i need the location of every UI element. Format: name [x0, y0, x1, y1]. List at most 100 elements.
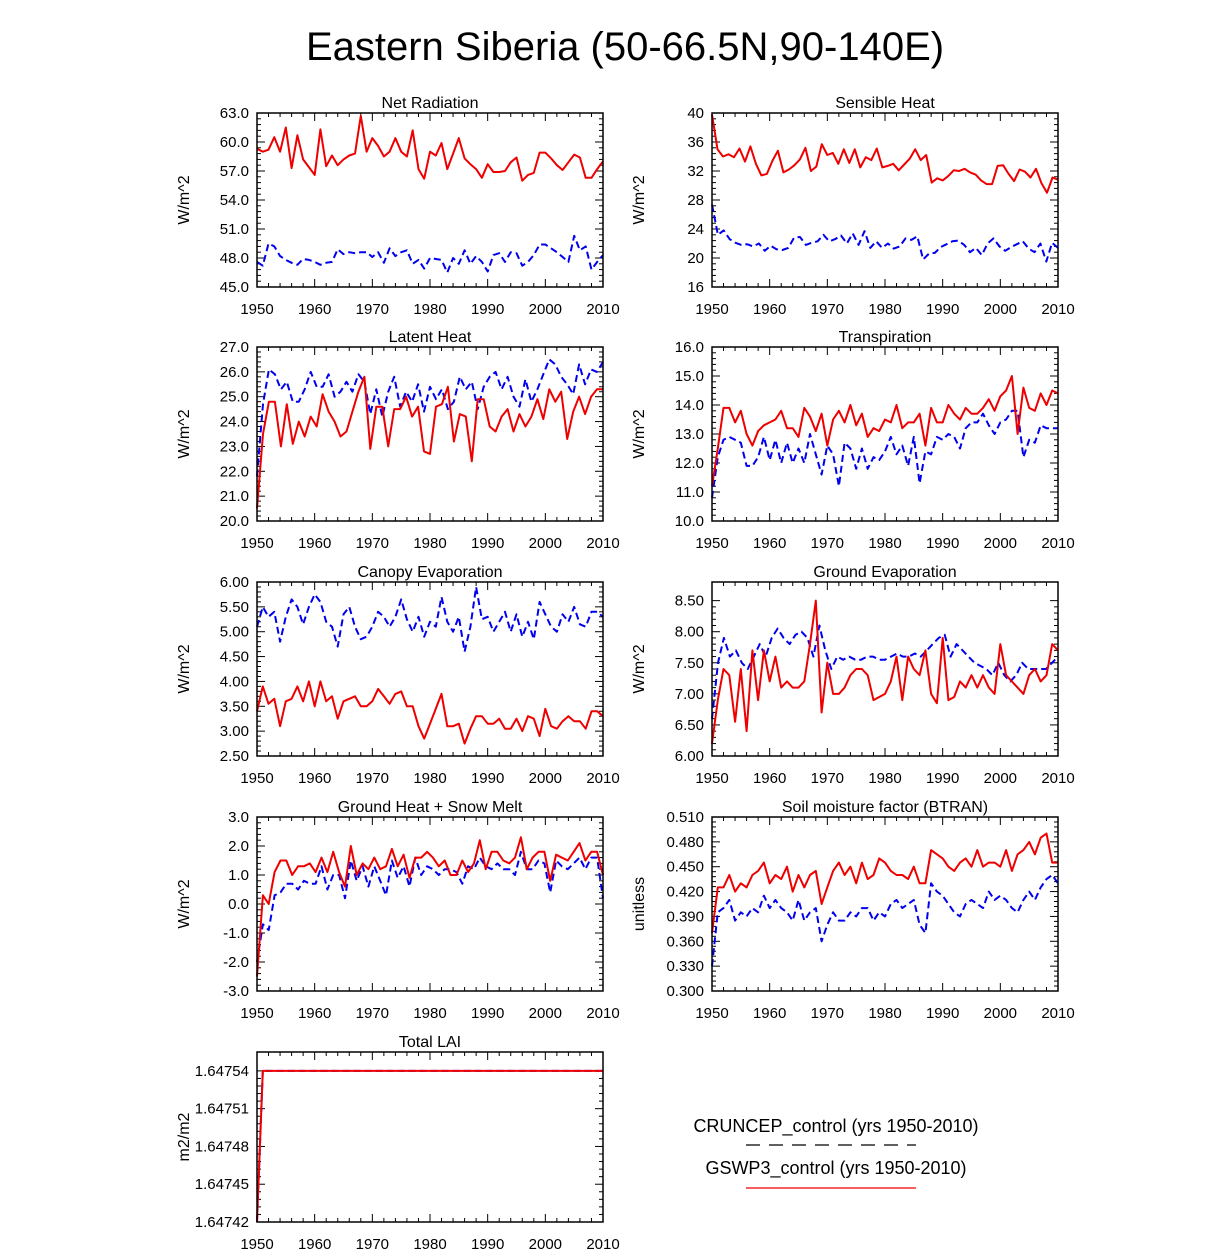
x-tick-label: 1970 — [811, 770, 844, 787]
series-line-cruncep-control — [711, 409, 1058, 498]
y-tick-label: 10.0 — [675, 513, 704, 530]
series-line-gswp3-control — [256, 1069, 603, 1223]
y-tick-label: 25.0 — [220, 389, 249, 406]
series-line-cruncep-control — [256, 1069, 603, 1223]
legend-label-gswp3: GSWP3_control (yrs 1950-2010) — [705, 1158, 966, 1179]
series-line-gswp3-control — [711, 375, 1059, 487]
y-tick-label: 24 — [687, 221, 704, 238]
panel-title: Ground Evaporation — [813, 564, 956, 581]
x-tick-label: 2000 — [984, 535, 1017, 552]
y-tick-label: 11.0 — [676, 484, 704, 501]
y-tick-label: 40 — [687, 105, 704, 122]
panel-ground-heat-snow-melt: -3.0 -2.0 -1.0 0.0 1.0 2.0 3.0 1950 1960 1970 1980… — [176, 799, 620, 1022]
panels: 45.0 48.0 51.0 54.0 57.0 60.0 63.0 1950 1960 1970… — [176, 95, 1075, 1253]
x-tick-label: 1950 — [695, 1005, 728, 1022]
y-tick-label: 6.00 — [675, 748, 704, 765]
figure-title: Eastern Siberia (50-66.5N,90-140E) — [306, 25, 944, 69]
x-tick-label: 2010 — [1041, 301, 1074, 318]
panel-title: Canopy Evaporation — [358, 564, 503, 581]
y-tick-label: 0.450 — [666, 859, 704, 876]
y-tick-label: 7.50 — [675, 655, 704, 672]
x-tick-label: 1950 — [240, 1005, 273, 1022]
y-tick-label: 5.50 — [220, 599, 249, 616]
y-tick-label: 60.0 — [220, 134, 249, 151]
plot-frame — [256, 1051, 604, 1223]
x-tick-label: 1970 — [356, 1005, 389, 1022]
y-tick-label: 0.480 — [666, 834, 704, 851]
x-tick-label: 2000 — [529, 770, 562, 787]
y-tick-label: 45.0 — [220, 279, 249, 296]
y-tick-label: 0.420 — [666, 884, 704, 901]
y-tick-label: 0.390 — [666, 908, 704, 925]
series-line-gswp3-control — [711, 832, 1058, 934]
x-tick-label: 2000 — [984, 770, 1017, 787]
panel-transpiration: 10.0 11.0 12.0 13.0 14.0 15.0 16.0 1950 1960 1970… — [631, 329, 1075, 552]
y-axis-label: m2/m2 — [176, 1112, 193, 1161]
x-tick-label: 1950 — [240, 535, 273, 552]
x-tick-label: 1990 — [926, 535, 959, 552]
x-tick-label: 1980 — [868, 770, 901, 787]
y-tick-label: 21.0 — [220, 488, 249, 505]
x-tick-label: 1950 — [240, 1236, 273, 1253]
y-tick-label: 20 — [687, 250, 704, 267]
plot-frame — [256, 581, 604, 757]
series-line-gswp3-control — [256, 375, 603, 509]
y-tick-label: 3.0 — [228, 809, 249, 826]
y-tick-label: 0.510 — [666, 809, 704, 826]
panel-title: Transpiration — [839, 329, 932, 346]
x-tick-label: 1950 — [695, 770, 728, 787]
y-tick-label: 26.0 — [220, 364, 249, 381]
y-axis-label: W/m^2 — [631, 644, 648, 693]
x-tick-label: 2010 — [1041, 770, 1074, 787]
y-tick-label: 24.0 — [220, 414, 249, 431]
x-tick-label: 1990 — [471, 770, 504, 787]
x-tick-label: 1960 — [753, 535, 786, 552]
x-tick-label: 1990 — [471, 1005, 504, 1022]
y-tick-label: 1.64742 — [195, 1214, 249, 1231]
plot-frame — [711, 816, 1059, 992]
series-line-gswp3-control — [256, 680, 604, 745]
y-tick-label: 1.64748 — [195, 1138, 249, 1155]
x-tick-label: 2000 — [529, 301, 562, 318]
x-tick-label: 1990 — [926, 301, 959, 318]
y-tick-label: 1.64751 — [195, 1101, 249, 1118]
x-tick-label: 1970 — [811, 535, 844, 552]
series-line-cruncep-control — [711, 204, 1059, 263]
x-tick-label: 1960 — [298, 1236, 331, 1253]
y-tick-label: 54.0 — [220, 192, 249, 209]
y-tick-label: -2.0 — [223, 954, 249, 971]
x-tick-label: 2000 — [529, 1005, 562, 1022]
x-tick-label: 1970 — [811, 301, 844, 318]
x-tick-label: 1950 — [240, 301, 273, 318]
x-tick-label: 1980 — [413, 770, 446, 787]
y-tick-label: 27.0 — [220, 339, 249, 356]
y-axis-label: W/m^2 — [631, 409, 648, 458]
y-tick-label: 2.50 — [220, 748, 249, 765]
y-tick-label: 5.00 — [220, 624, 249, 641]
panel-latent-heat: 20.0 21.0 22.0 23.0 24.0 25.0 26.0 27.0 1950 1960… — [176, 329, 620, 552]
y-tick-label: 4.00 — [220, 673, 249, 690]
x-tick-label: 1970 — [356, 301, 389, 318]
y-tick-label: 1.64754 — [195, 1063, 249, 1080]
y-axis-label: W/m^2 — [631, 175, 648, 224]
x-tick-label: 1990 — [471, 301, 504, 318]
panel-sensible-heat: 16 20 24 28 32 36 40 1950 1960 1970 1980 1990 2000 20… — [631, 95, 1075, 318]
x-tick-label: 1960 — [753, 301, 786, 318]
panel-net-radiation: 45.0 48.0 51.0 54.0 57.0 60.0 63.0 1950 1960 1970… — [176, 95, 620, 318]
x-tick-label: 1990 — [471, 1236, 504, 1253]
panel-title: Sensible Heat — [835, 95, 935, 112]
x-tick-label: 1960 — [298, 301, 331, 318]
x-tick-label: 1980 — [868, 535, 901, 552]
y-tick-label: 0.330 — [666, 958, 704, 975]
y-tick-label: 14.0 — [675, 397, 704, 414]
x-tick-label: 1990 — [926, 1005, 959, 1022]
y-tick-label: 6.00 — [220, 574, 249, 591]
plot-frame — [256, 816, 604, 992]
x-tick-label: 1950 — [695, 301, 728, 318]
x-tick-label: 2010 — [586, 535, 619, 552]
y-tick-label: 3.50 — [220, 698, 249, 715]
plot-frame — [256, 112, 604, 288]
y-tick-label: 0.300 — [666, 983, 704, 1000]
y-tick-label: 15.0 — [675, 368, 704, 385]
